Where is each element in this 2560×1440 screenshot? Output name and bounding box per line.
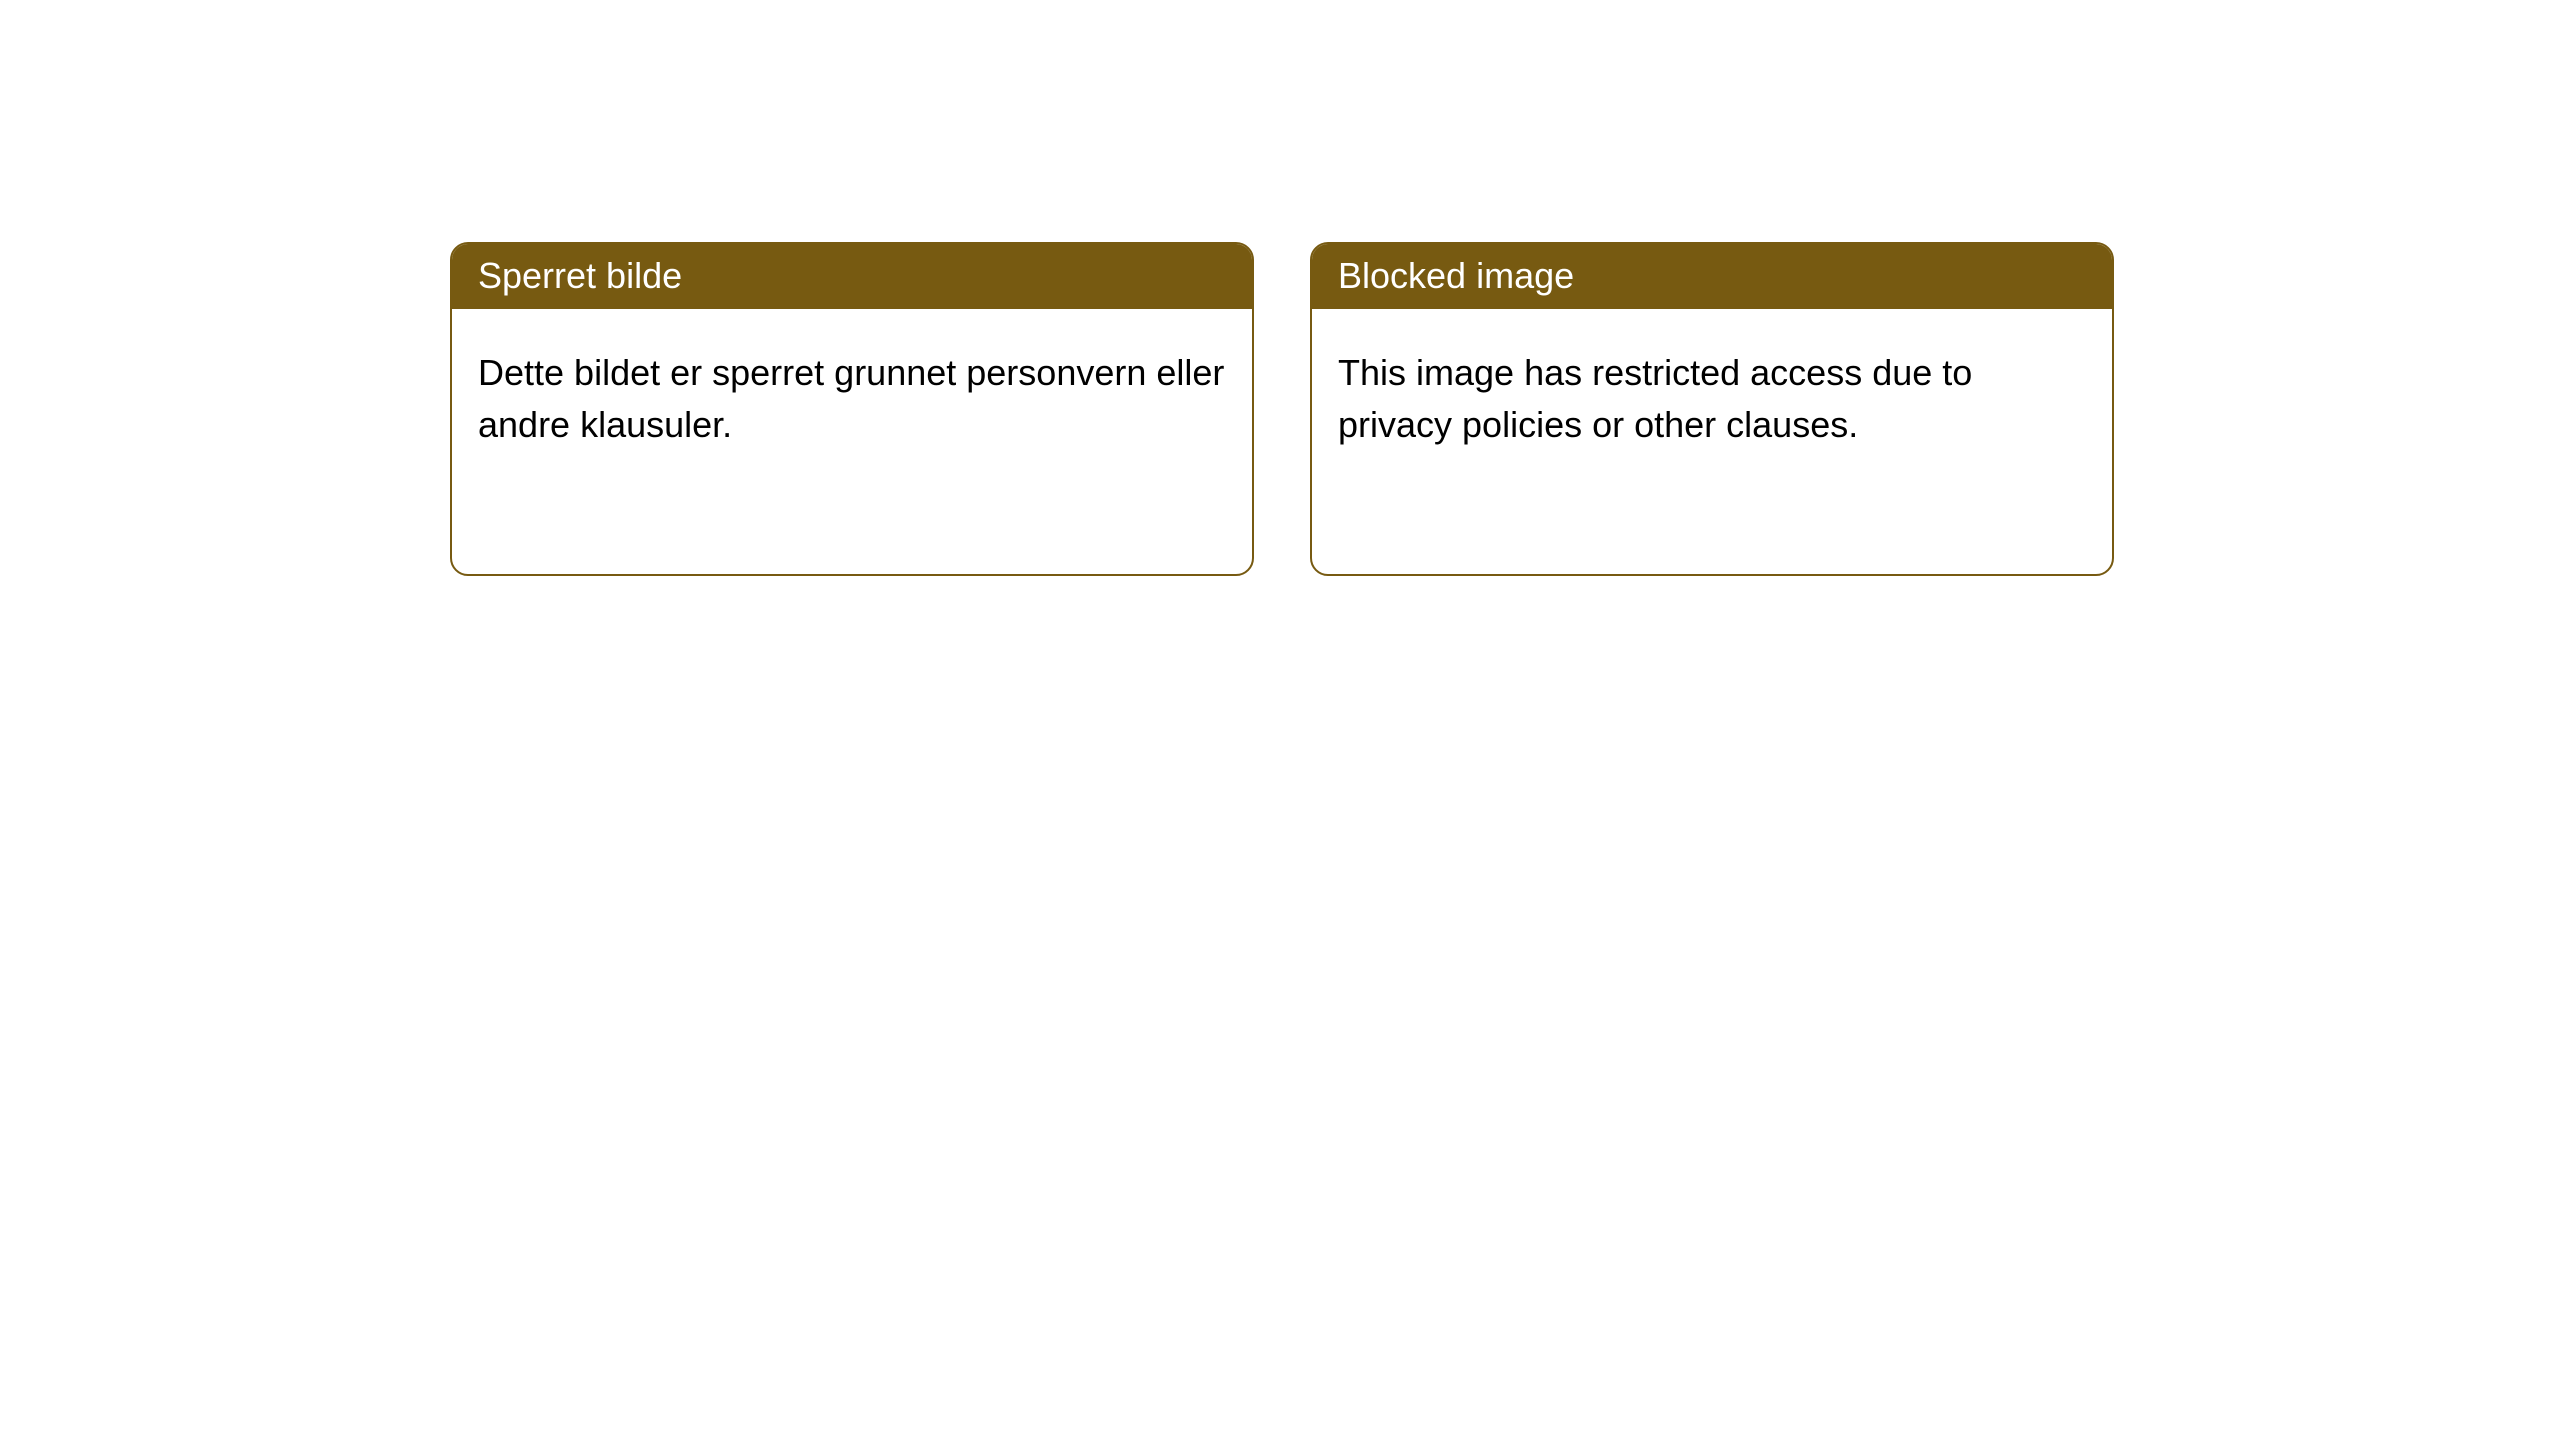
notice-body: This image has restricted access due to … — [1312, 309, 2112, 477]
notice-title: Blocked image — [1312, 244, 2112, 309]
notice-card-english: Blocked image This image has restricted … — [1310, 242, 2114, 576]
notice-card-norwegian: Sperret bilde Dette bildet er sperret gr… — [450, 242, 1254, 576]
notice-title: Sperret bilde — [452, 244, 1252, 309]
notice-body: Dette bildet er sperret grunnet personve… — [452, 309, 1252, 477]
notice-container: Sperret bilde Dette bildet er sperret gr… — [0, 0, 2560, 576]
